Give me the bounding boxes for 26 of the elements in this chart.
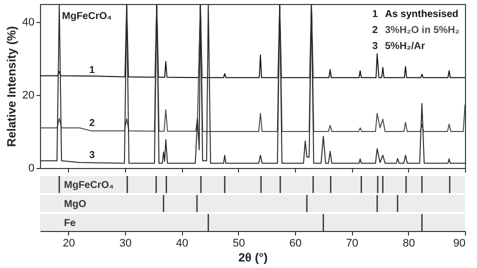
y-tick-label: 0 [28, 162, 34, 174]
annotation: 1 [89, 65, 96, 76]
y-tick-label: 20 [22, 90, 34, 102]
x-tick-label: 80 [402, 238, 415, 250]
x-tick-label: 50 [232, 238, 245, 250]
x-axis-title: 2θ (°) [238, 250, 268, 264]
x-tick-label: 40 [176, 238, 188, 250]
annotation: 2 [372, 25, 378, 36]
annotation: 2 [89, 118, 96, 129]
annotation: MgFeCrO₄ [62, 11, 112, 22]
text: As synthesised [385, 9, 458, 20]
annotation: 1 [372, 9, 378, 20]
y-tick-label: 40 [22, 16, 34, 29]
x-tick-label: 90 [453, 238, 466, 250]
y-axis-title: Relative Intensity (%) [4, 26, 18, 147]
x-tick-label: 70 [346, 238, 358, 250]
annotation: 3 [372, 41, 378, 52]
text: 3%H₂O in 5%H₂ [385, 25, 460, 36]
series-label: MgFeCrO₄ [64, 180, 114, 191]
x-tick-label: 20 [62, 238, 75, 250]
x-tick-label: 30 [119, 238, 132, 250]
text: MgO [64, 199, 86, 210]
text: 5%H₂/Ar [385, 41, 426, 52]
text: Fe [64, 218, 76, 229]
x-tick-label: 60 [289, 238, 302, 250]
annotation: 3 [89, 150, 96, 161]
